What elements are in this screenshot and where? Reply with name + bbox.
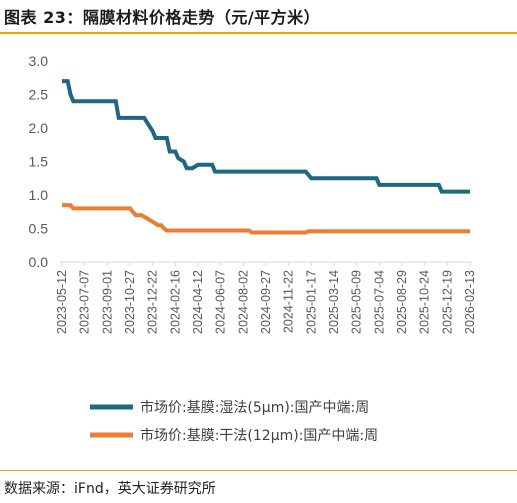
series-lines [62,79,470,235]
x-tick-label: 2025-01-17 [304,270,318,334]
x-tick-label: 2024-09-27 [259,270,273,334]
x-axis: 2023-05-12 2023-07-07 2023-09-01 2023-10-27… [55,262,477,334]
x-tick-label: 2024-08-02 [236,270,250,334]
x-tick-label: 2023-07-07 [78,270,92,334]
title-divider [0,32,517,34]
y-tick-label: 3.0 [29,53,49,69]
y-tick-label: 0.0 [29,254,49,270]
y-tick-label: 2.0 [29,120,49,136]
legend-label-wet: 市场价:基膜:湿法(5μm):国产中端:周 [140,399,369,416]
source-note: 数据来源：iFnd，英大证券研究所 [4,481,216,497]
x-tick-label: 2025-07-04 [372,270,386,334]
chart-title: 图表 23：隔膜材料价格走势（元/平方米） [4,8,321,27]
x-tick-label: 2023-09-01 [100,270,114,334]
x-tick-label: 2025-05-09 [350,270,364,334]
y-tick-label: 1.0 [29,187,49,203]
x-tick-label: 2024-11-22 [282,270,296,333]
x-tick-label: 2024-02-16 [168,270,182,334]
x-tick-label: 2023-05-12 [55,270,69,334]
y-tick-label: 1.5 [29,154,49,170]
x-tick-label: 2025-08-29 [395,270,409,334]
x-tick-label: 2023-12-22 [146,270,160,334]
legend-label-dry: 市场价:基膜:干法(12μm):国产中端:周 [140,427,378,444]
y-axis: 0.0 0.5 1.0 1.5 2.0 2.5 3.0 [29,53,49,270]
wet-process-line [62,79,470,194]
y-tick-label: 0.5 [29,221,49,237]
dry-process-line [62,203,470,235]
line-chart: 0.0 0.5 1.0 1.5 2.0 2.5 3.0 2023-05-12 2023-07-… [29,53,477,444]
y-tick-label: 2.5 [29,87,49,103]
legend: 市场价:基膜:湿法(5μm):国产中端:周 市场价:基膜:干法(12μm):国产… [90,399,378,444]
x-tick-label: 2025-10-24 [418,270,432,334]
x-tick-label: 2025-03-14 [327,270,341,334]
x-tick-label: 2023-10-27 [123,270,137,334]
footer-divider [0,470,517,471]
x-tick-label: 2024-04-12 [191,270,205,334]
x-tick-label: 2025-12-19 [440,270,454,334]
x-tick-label: 2024-06-07 [214,270,228,334]
x-tick-label: 2026-02-13 [463,270,477,334]
